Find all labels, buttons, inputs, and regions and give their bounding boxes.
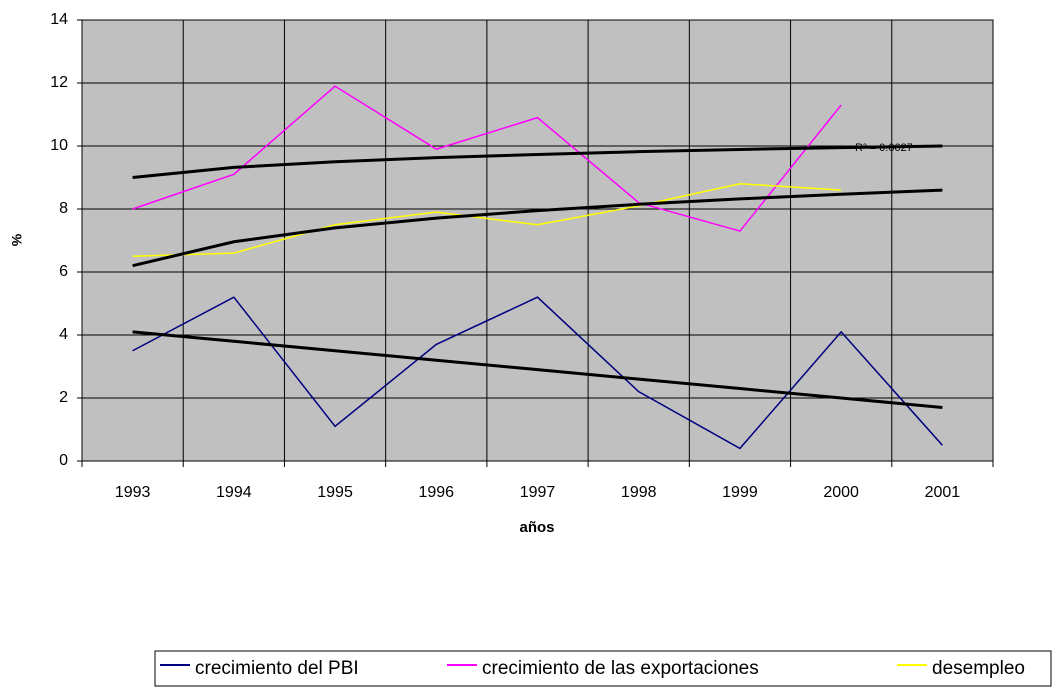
y-axis-label: % — [9, 233, 25, 246]
y-tick-label: 10 — [50, 137, 68, 154]
trendline — [132, 144, 943, 179]
y-tick-label: 4 — [59, 326, 68, 343]
y-tick-label: 2 — [59, 389, 68, 406]
y-tick-label: 0 — [59, 452, 68, 469]
x-tick-label: 1997 — [520, 484, 556, 501]
series-line — [132, 183, 842, 257]
trendline — [132, 188, 943, 268]
series-line — [132, 85, 842, 232]
x-tick-label: 1996 — [418, 484, 454, 501]
x-tick-label: 1998 — [621, 484, 657, 501]
legend-label: crecimiento del PBI — [195, 658, 359, 679]
x-tick-label: 2000 — [823, 484, 859, 501]
legend-label: desempleo — [932, 658, 1025, 679]
legend-label: crecimiento de las exportaciones — [482, 658, 759, 679]
y-tick-label: 8 — [59, 200, 68, 217]
x-tick-label: 1993 — [115, 484, 151, 501]
trendline — [132, 330, 943, 409]
y-tick-label: 14 — [50, 11, 68, 28]
x-axis-label: años — [519, 519, 554, 536]
x-tick-label: 1995 — [317, 484, 353, 501]
x-tick-label: 2001 — [925, 484, 961, 501]
x-tick-label: 1999 — [722, 484, 758, 501]
legend-box — [154, 650, 1052, 687]
y-tick-label: 6 — [59, 263, 68, 280]
series-line — [132, 296, 943, 450]
x-tick-label: 1994 — [216, 484, 252, 501]
y-tick-label: 12 — [50, 74, 68, 91]
plot-area — [81, 19, 994, 462]
